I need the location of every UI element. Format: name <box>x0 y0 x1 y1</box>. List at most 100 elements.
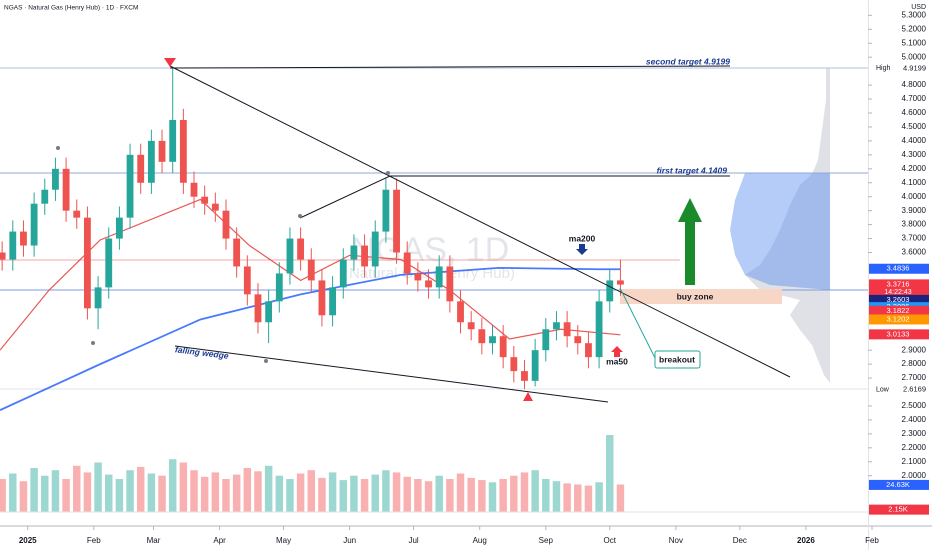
candle-body <box>201 196 209 204</box>
candle-body <box>435 266 443 288</box>
candle-body <box>489 336 496 344</box>
candle-body <box>563 322 571 337</box>
volume-bar <box>520 472 529 512</box>
candle-body <box>318 280 326 316</box>
volume-bar <box>275 475 284 512</box>
volume-bar <box>83 472 92 512</box>
price-tag <box>869 63 929 74</box>
price-tag-label: 3.1202 <box>887 314 910 323</box>
price-tag <box>869 329 929 340</box>
pivot-dot <box>386 171 390 175</box>
volume-bar <box>200 476 209 512</box>
candle-body <box>446 266 454 302</box>
volume-bar <box>243 468 252 512</box>
candle-body <box>339 259 347 288</box>
candle-body <box>265 301 273 323</box>
volume-bar <box>19 481 28 512</box>
volume-bar <box>105 474 113 512</box>
volume-bar <box>286 479 294 512</box>
volume-bar <box>30 468 38 512</box>
candle-body <box>521 371 528 381</box>
y-tick-label: 4.7000 <box>902 94 927 103</box>
price-tag-name: Low <box>876 387 890 394</box>
y-tick-label: 4.0000 <box>902 192 927 201</box>
y-tick-label: 5.0000 <box>902 52 927 61</box>
volume-bar <box>478 480 486 512</box>
volume-bar <box>51 470 60 512</box>
x-tick-label: Apr <box>213 536 226 545</box>
x-tick-label: Sep <box>539 536 554 545</box>
volume-bar <box>264 465 273 512</box>
candle-body <box>52 168 59 190</box>
candle-body <box>457 301 464 323</box>
wedge-upper-line <box>169 65 791 378</box>
volume-bar <box>168 459 177 512</box>
volume-bar <box>136 466 145 512</box>
ma200-label: ma200 <box>569 233 596 243</box>
x-tick-label: 2025 <box>19 536 37 545</box>
candle-body <box>531 350 539 381</box>
y-tick-label: 4.2000 <box>902 164 927 173</box>
candle-body <box>606 280 614 302</box>
x-tick-label: May <box>276 536 291 545</box>
volume-bar <box>467 477 475 512</box>
first-target-label: first target 4.1409 <box>657 165 728 175</box>
chart-title: NGAS · Natural Gas (Henry Hub) · 1D · FX… <box>4 5 138 12</box>
candle-body <box>499 336 507 358</box>
volume-bar <box>595 482 603 512</box>
volume-bar <box>254 471 262 512</box>
candle-body <box>425 280 432 288</box>
candle-body <box>84 217 91 309</box>
ma200-arrow <box>576 244 588 255</box>
volume-bar <box>424 481 433 512</box>
axes: 5.3000 5.2000 5.1000 5.0000 4.8000 4.7000 4.60… <box>19 10 929 545</box>
bottom-marker <box>523 392 533 401</box>
volume-bar <box>360 479 369 512</box>
x-tick-label: Jun <box>343 536 356 545</box>
volume-bar <box>307 470 316 512</box>
candle-body <box>115 217 123 239</box>
y-tick-label: 2.9000 <box>902 345 927 354</box>
candle-body <box>371 231 379 267</box>
x-tick-label: Feb <box>87 536 101 545</box>
candle-body <box>30 203 38 246</box>
pivot-dot <box>264 359 268 363</box>
buy-zone <box>620 289 782 304</box>
candle-body <box>158 140 166 162</box>
price-tag <box>869 279 929 298</box>
candle-body <box>41 189 49 204</box>
volume-bar <box>446 479 454 512</box>
volume-bar <box>9 473 17 512</box>
candle-body <box>297 238 305 260</box>
top-marker <box>164 58 176 67</box>
candle-body <box>595 301 603 358</box>
candle-body <box>382 189 390 232</box>
y-tick-label: 4.6000 <box>902 108 927 117</box>
volume-tag <box>869 479 929 490</box>
volume-bar <box>350 475 358 512</box>
y-tick-label: 2.7000 <box>902 373 927 382</box>
volume-bar <box>0 479 6 512</box>
volume-tag-label: 2.15K <box>888 505 908 514</box>
y-tick-label: 4.4000 <box>902 136 927 145</box>
volume-bar <box>563 483 571 512</box>
pivot-dot <box>56 146 60 150</box>
candle-body <box>467 322 475 330</box>
ma50-arrow <box>611 346 623 357</box>
candle-body <box>137 154 145 183</box>
candle-body <box>94 287 102 309</box>
price-tag-label: 3.3716 <box>887 279 910 288</box>
candle-body <box>254 294 262 323</box>
volume-bar <box>371 474 379 512</box>
candle-body <box>617 280 624 285</box>
buy-zone-label: buy zone <box>677 291 714 301</box>
y-tick-label: 5.1000 <box>902 38 927 47</box>
second-target-label: second target 4.9199 <box>646 56 730 66</box>
y-tick-label: 3.9000 <box>902 206 927 215</box>
price-tag <box>869 384 929 395</box>
price-tag <box>869 305 929 316</box>
volume-bar <box>190 470 198 512</box>
volume-bar <box>584 485 593 512</box>
y-tick-label: 4.5000 <box>902 122 927 131</box>
candle-body <box>190 182 198 197</box>
